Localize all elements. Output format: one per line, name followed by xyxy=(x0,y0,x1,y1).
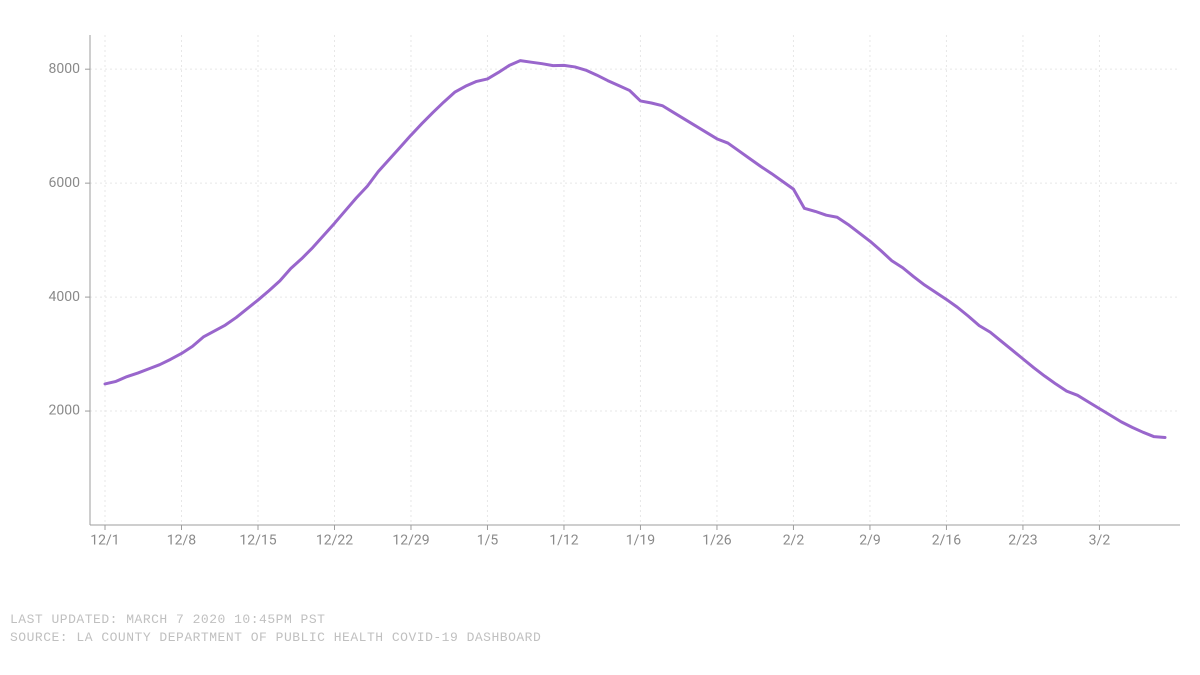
svg-text:12/15: 12/15 xyxy=(239,533,276,549)
svg-text:12/29: 12/29 xyxy=(392,533,429,549)
svg-text:2/16: 2/16 xyxy=(932,533,962,549)
svg-text:2000: 2000 xyxy=(49,403,81,419)
source-text: SOURCE: LA COUNTY DEPARTMENT OF PUBLIC H… xyxy=(10,629,541,647)
svg-text:8000: 8000 xyxy=(49,61,81,77)
svg-text:3/2: 3/2 xyxy=(1089,533,1111,549)
svg-text:1/26: 1/26 xyxy=(702,533,732,549)
svg-text:12/8: 12/8 xyxy=(167,533,197,549)
svg-text:1/12: 1/12 xyxy=(549,533,579,549)
svg-text:6000: 6000 xyxy=(49,175,81,191)
svg-text:2/23: 2/23 xyxy=(1008,533,1037,549)
svg-text:1/19: 1/19 xyxy=(626,533,655,549)
svg-text:12/1: 12/1 xyxy=(90,533,119,549)
svg-text:12/22: 12/22 xyxy=(316,533,353,549)
last-updated-text: LAST UPDATED: MARCH 7 2020 10:45PM PST xyxy=(10,611,541,629)
svg-text:2/9: 2/9 xyxy=(859,533,881,549)
line-chart-svg: 2000 4000 6000 8000 12/1 12/8 12/15 12/22 12/29 1… xyxy=(40,30,1180,560)
svg-text:1/5: 1/5 xyxy=(477,533,499,549)
svg-text:4000: 4000 xyxy=(49,289,81,305)
svg-text:2/2: 2/2 xyxy=(783,533,805,549)
chart-footer: LAST UPDATED: MARCH 7 2020 10:45PM PST S… xyxy=(10,611,541,647)
chart-area: 2000 4000 6000 8000 12/1 12/8 12/15 12/22 12/29 1… xyxy=(40,30,1180,560)
